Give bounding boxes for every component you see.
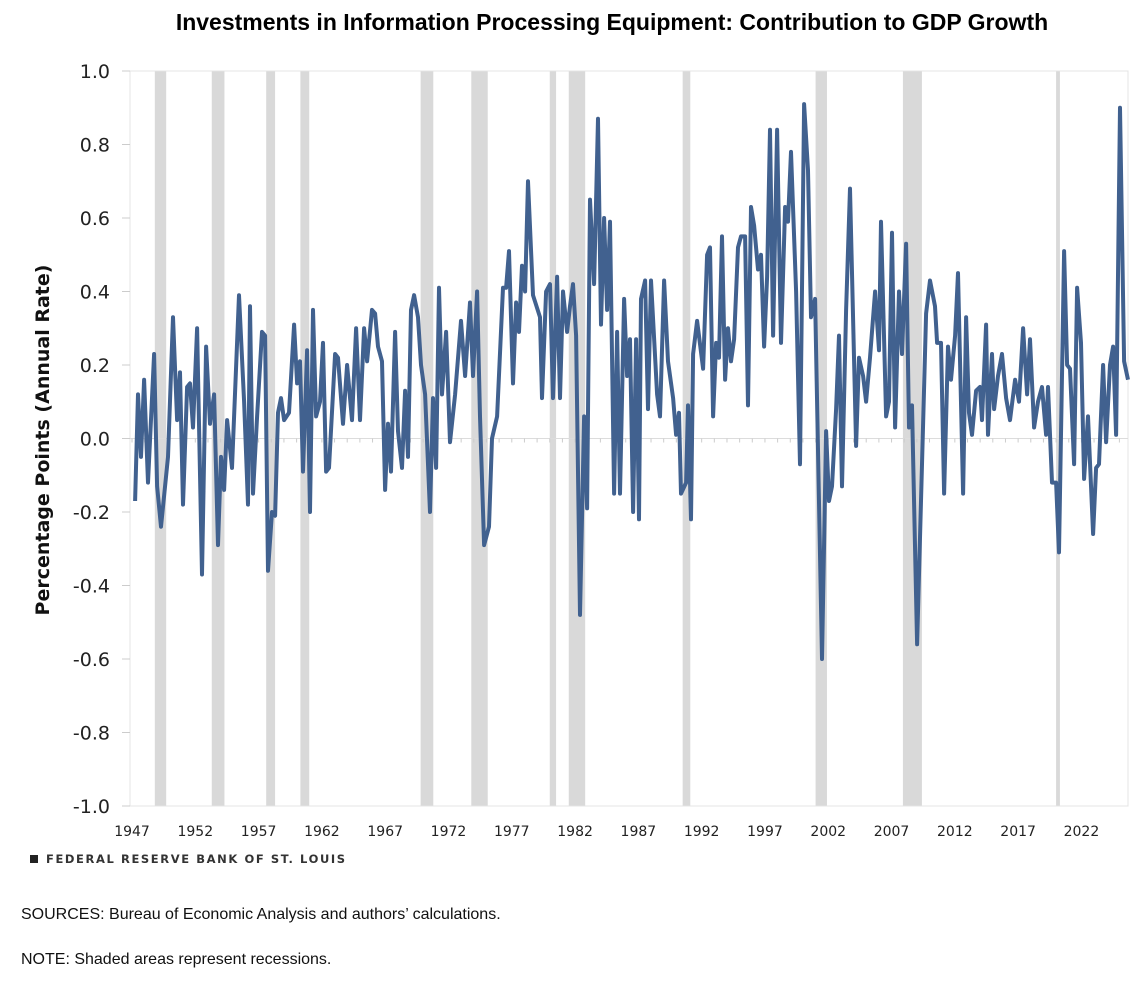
y-tick-label: -0.8	[73, 723, 110, 745]
x-tick-label: 1977	[494, 824, 530, 840]
x-tick-label: 2022	[1064, 824, 1100, 840]
sources-note: SOURCES: Bureau of Economic Analysis and…	[21, 906, 501, 923]
brand-text: FEDERAL RESERVE BANK OF ST. LOUIS	[46, 852, 347, 866]
brand-logo: FEDERAL RESERVE BANK OF ST. LOUIS	[30, 852, 347, 866]
x-tick-label: 2002	[810, 824, 846, 840]
x-tick-label: 2007	[874, 824, 910, 840]
y-axis: 1.0 0.8 0.6 0.4 0.2 0.0 -0.2 -0.4 -0.6 -0.8 -1.0	[73, 61, 130, 818]
x-tick-label: 1962	[304, 824, 340, 840]
y-axis-label: Percentage Points (Annual Rate)	[32, 265, 54, 616]
x-tick-label: 1947	[114, 824, 150, 840]
x-axis: 1947 1952 1957 1962 1967 1972 1977 1982 1987 1992…	[114, 438, 1120, 840]
x-tick-label: 1992	[684, 824, 720, 840]
x-tick-label: 1967	[367, 824, 403, 840]
x-tick-label: 1982	[557, 824, 593, 840]
chart-title: Investments in Information Processing Eq…	[176, 9, 1048, 35]
y-tick-label: 0.2	[80, 355, 110, 377]
x-tick-label: 1952	[177, 824, 213, 840]
x-tick-label: 1972	[431, 824, 467, 840]
x-tick-label: 1957	[241, 824, 277, 840]
x-tick-label: 1987	[621, 824, 657, 840]
x-tick-label: 1997	[747, 824, 783, 840]
recession-note: NOTE: Shaded areas represent recessions.	[21, 951, 332, 968]
y-tick-label: 0.4	[80, 282, 110, 304]
x-tick-label: 2012	[937, 824, 973, 840]
y-tick-label: -0.6	[73, 649, 110, 671]
logo-square-icon	[30, 855, 38, 863]
y-tick-label: -1.0	[73, 796, 110, 818]
x-tick-label: 2017	[1000, 824, 1036, 840]
y-tick-label: 0.0	[80, 429, 110, 451]
y-tick-label: 1.0	[80, 61, 110, 83]
line-chart: Investments in Information Processing Eq…	[32, 9, 1130, 840]
y-tick-label: 0.6	[80, 208, 110, 230]
y-tick-label: -0.2	[73, 502, 110, 524]
y-tick-label: -0.4	[73, 576, 110, 598]
series-line	[133, 102, 1130, 661]
y-tick-label: 0.8	[80, 135, 110, 157]
